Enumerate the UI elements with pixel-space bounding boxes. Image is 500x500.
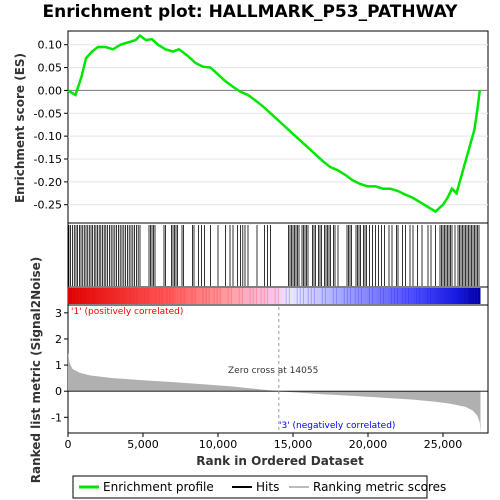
colorbar-stripes xyxy=(67,288,478,304)
metric-tick-label: 0 xyxy=(55,385,62,398)
es-tick-label: 0.05 xyxy=(38,62,63,75)
es-tick-label: -0.10 xyxy=(34,130,62,143)
metric-tick-label: 1 xyxy=(55,359,62,372)
chart-title: Enrichment plot: HALLMARK_P53_PATHWAY xyxy=(43,2,459,22)
metric-panel xyxy=(67,304,489,434)
zero-cross-label: Zero cross at 14055 xyxy=(228,366,318,376)
es-tick-label: 0.10 xyxy=(38,39,63,52)
x-tick-label: 0 xyxy=(65,438,72,451)
es-y-ticks: 0.10 0.05 0.00 -0.05 -0.10 -0.15 -0.20 -0.25 xyxy=(34,39,68,212)
metric-tick-label: 3 xyxy=(55,307,62,320)
x-axis-title: Rank in Ordered Dataset xyxy=(196,454,364,468)
legend-hits-label: Hits xyxy=(256,480,279,494)
es-tick-label: -0.05 xyxy=(34,107,62,120)
es-tick-label: -0.15 xyxy=(34,153,62,166)
x-tick-label: 10,000 xyxy=(199,438,238,451)
positive-correlation-label: '1' (positively correlated) xyxy=(71,307,183,317)
x-tick-label: 5,000 xyxy=(127,438,159,451)
es-tick-label: -0.20 xyxy=(34,176,62,189)
es-panel xyxy=(67,30,489,224)
metric-y-axis-title: Ranked list metric (Signal2Noise) xyxy=(29,257,43,484)
enrichment-profile-line xyxy=(67,33,482,214)
es-tick-label: 0.00 xyxy=(38,84,63,97)
legend-enrichment-label: Enrichment profile xyxy=(103,480,214,494)
metric-y-ticks: 3 2 1 0 -1 xyxy=(51,307,68,424)
ranking-colorbar xyxy=(68,288,481,304)
es-tick-label: -0.25 xyxy=(34,199,62,212)
x-tick-label: 25,000 xyxy=(424,438,463,451)
x-tick-label: 15,000 xyxy=(274,438,313,451)
es-y-axis-title: Enrichment score (ES) xyxy=(13,53,27,203)
negative-correlation-label: '3' (negatively correlated) xyxy=(279,421,395,431)
ranking-metric-area xyxy=(68,352,481,433)
x-ticks: 0 5,000 10,000 15,000 20,000 25,000 xyxy=(65,433,463,451)
legend-ranking-label: Ranking metric scores xyxy=(313,480,446,494)
x-tick-label: 20,000 xyxy=(349,438,388,451)
metric-tick-label: 2 xyxy=(55,333,62,346)
es-gridlines xyxy=(68,44,488,206)
hits-marks xyxy=(68,225,480,286)
metric-tick-label: -1 xyxy=(51,411,62,424)
